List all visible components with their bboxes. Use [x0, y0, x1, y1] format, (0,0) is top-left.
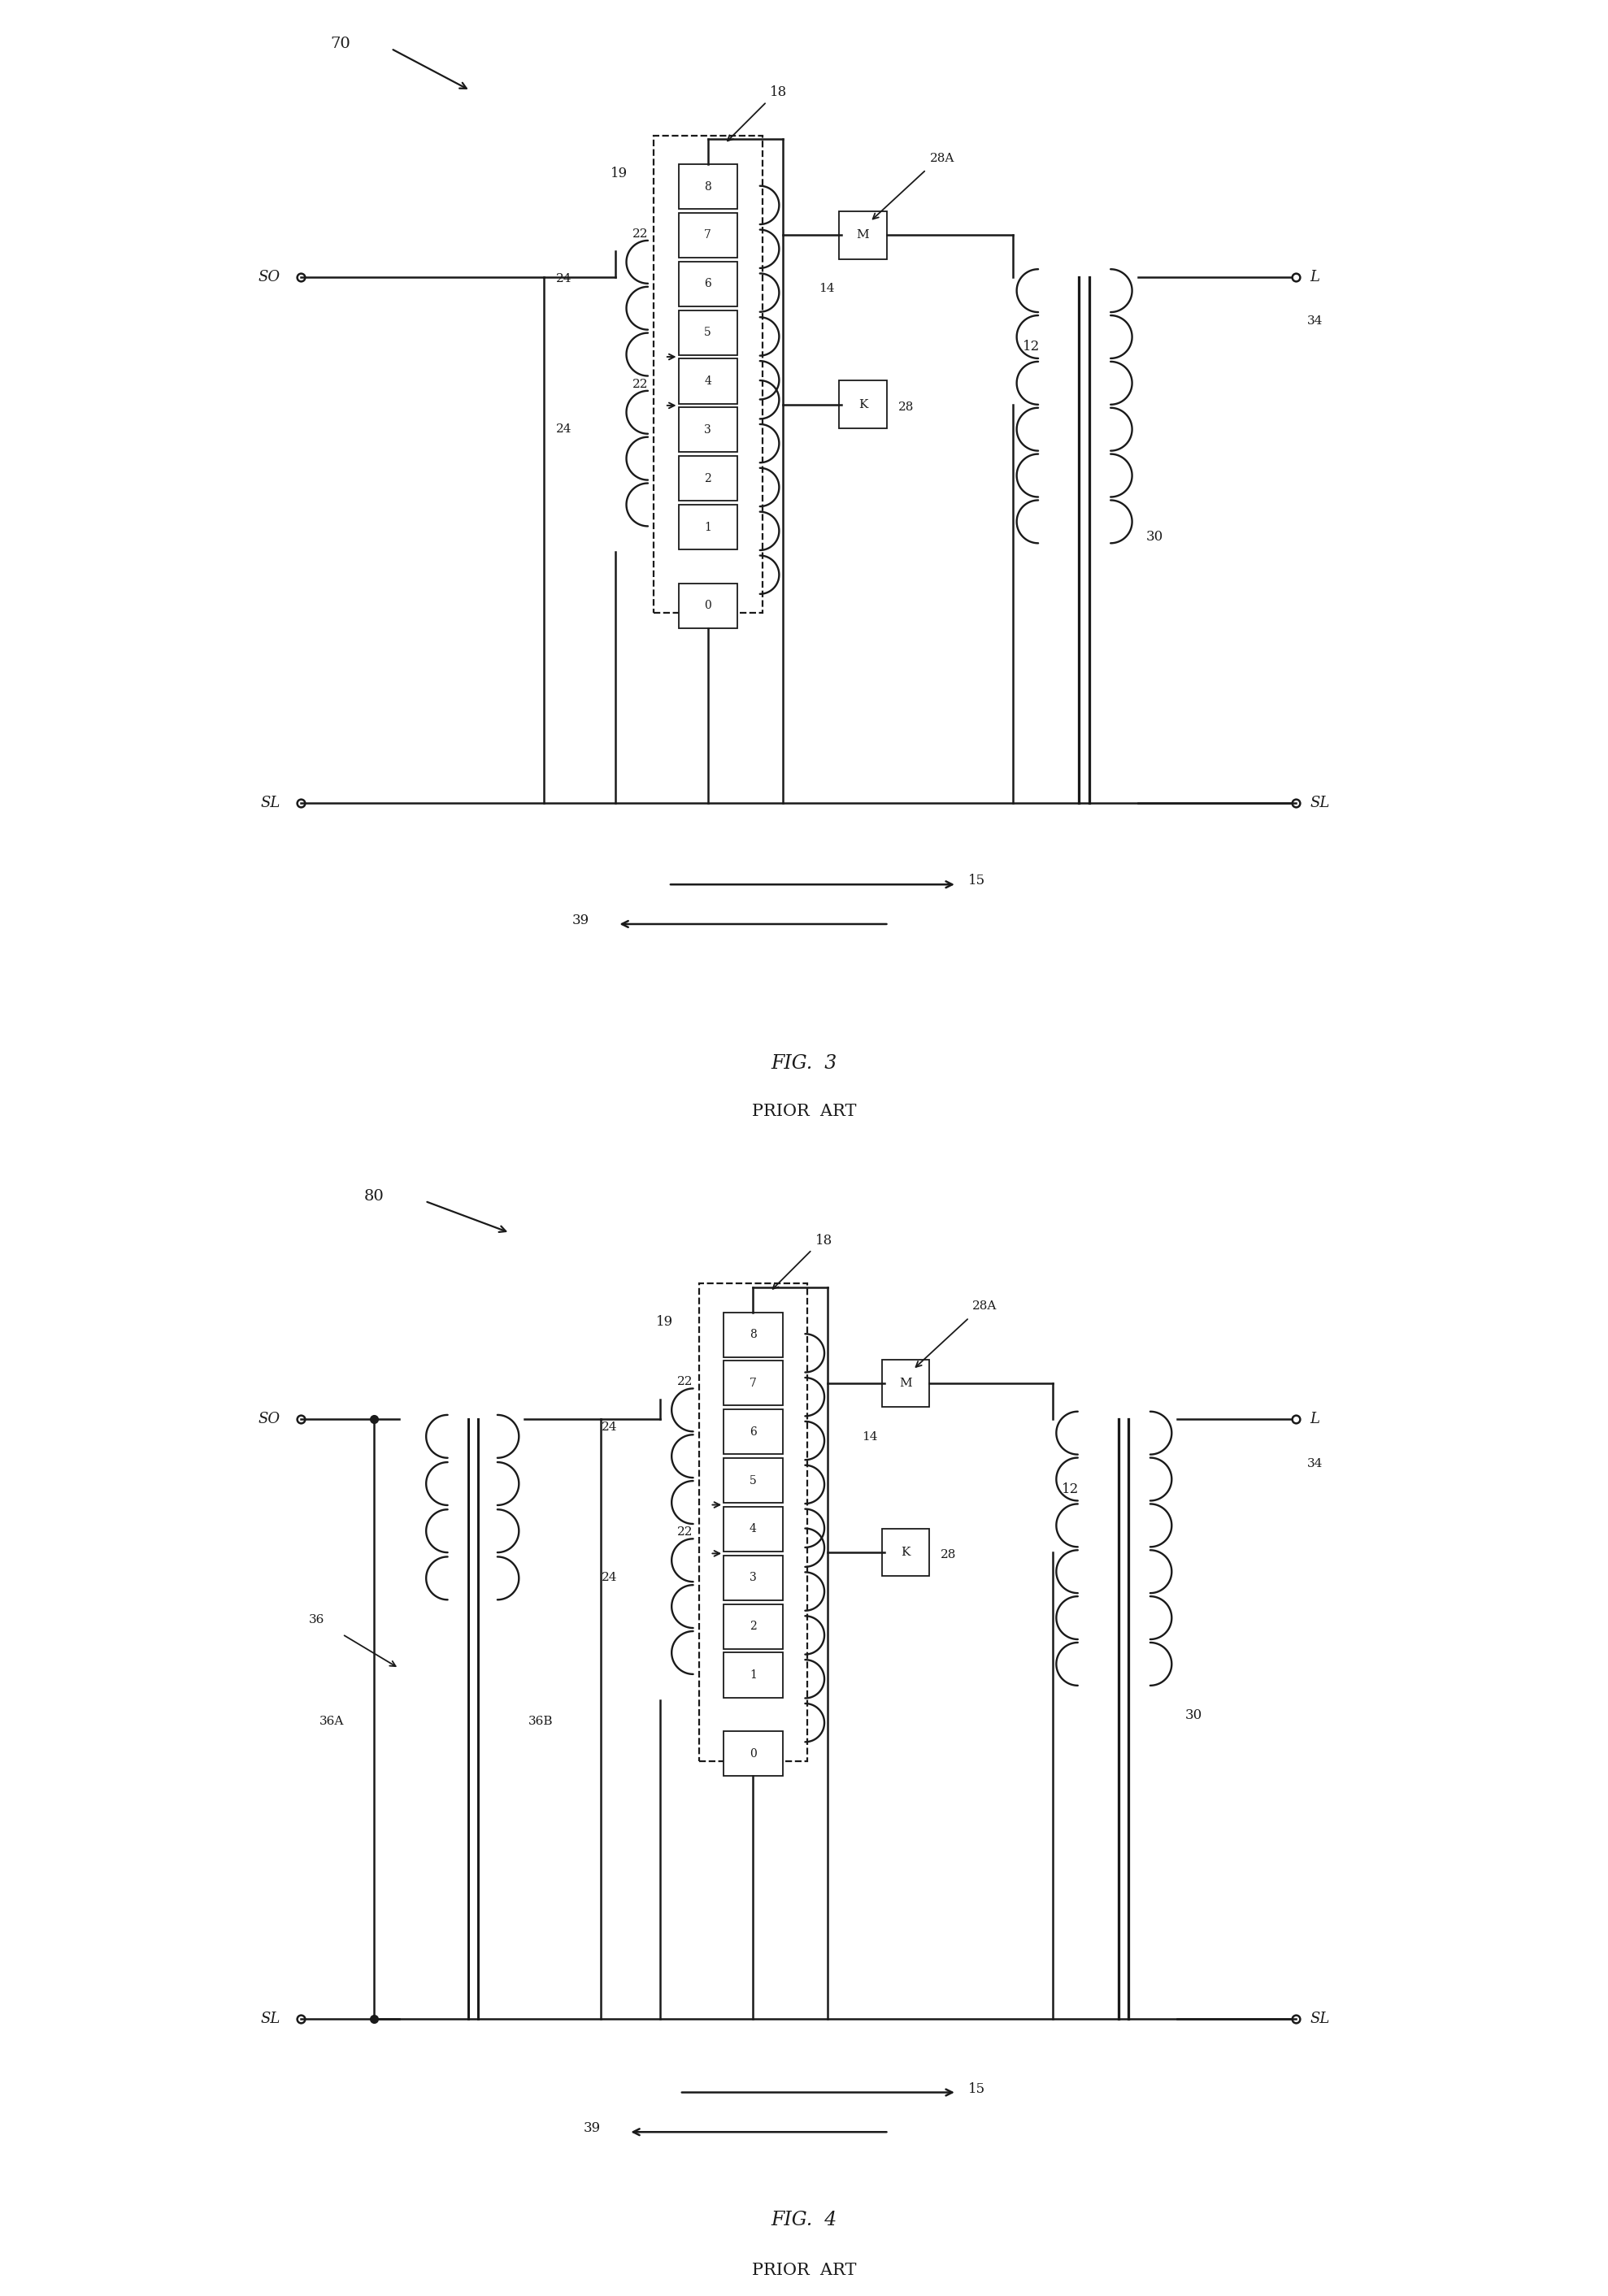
Text: 4: 4 [704, 377, 711, 386]
Text: 22: 22 [632, 379, 648, 390]
Text: 7: 7 [704, 230, 711, 241]
Text: 28: 28 [897, 402, 913, 413]
FancyBboxPatch shape [724, 1458, 783, 1504]
Text: 18: 18 [815, 1233, 833, 1247]
Text: K: K [859, 400, 867, 411]
Text: 22: 22 [632, 227, 648, 239]
Text: 24: 24 [556, 425, 572, 434]
Text: L: L [1309, 271, 1320, 285]
FancyBboxPatch shape [679, 358, 736, 404]
Text: 3: 3 [749, 1573, 757, 1584]
Text: 7: 7 [749, 1378, 757, 1389]
Text: 19: 19 [656, 1316, 674, 1329]
Text: SO: SO [259, 271, 280, 285]
Text: 2: 2 [704, 473, 711, 484]
Text: 39: 39 [584, 2122, 600, 2135]
FancyBboxPatch shape [724, 1362, 783, 1405]
Text: 3: 3 [704, 425, 711, 436]
Text: 14: 14 [818, 282, 835, 294]
Text: SL: SL [260, 2011, 280, 2025]
Text: 19: 19 [611, 168, 627, 181]
Text: PRIOR  ART: PRIOR ART [753, 2262, 855, 2278]
FancyBboxPatch shape [724, 1506, 783, 1552]
FancyBboxPatch shape [883, 1359, 929, 1407]
Text: 8: 8 [704, 181, 711, 193]
FancyBboxPatch shape [679, 406, 736, 452]
Text: SL: SL [1309, 2011, 1330, 2025]
Text: 22: 22 [677, 1527, 693, 1538]
FancyBboxPatch shape [724, 1605, 783, 1649]
Text: 28A: 28A [929, 154, 954, 165]
FancyBboxPatch shape [679, 310, 736, 356]
Text: L: L [1309, 1412, 1320, 1426]
Text: 0: 0 [749, 1747, 757, 1759]
Text: FIG.  4: FIG. 4 [770, 2211, 838, 2229]
Text: K: K [900, 1548, 910, 1559]
Text: FIG.  3: FIG. 3 [770, 1054, 838, 1072]
FancyBboxPatch shape [724, 1653, 783, 1697]
Text: 14: 14 [862, 1430, 878, 1442]
Text: 36: 36 [309, 1614, 325, 1626]
Text: 30: 30 [1185, 1708, 1203, 1722]
FancyBboxPatch shape [679, 262, 736, 305]
Text: 36B: 36B [527, 1715, 553, 1727]
Text: 70: 70 [330, 37, 351, 51]
Text: SL: SL [1309, 797, 1330, 810]
Text: PRIOR  ART: PRIOR ART [753, 1104, 855, 1120]
Text: 36A: 36A [320, 1715, 344, 1727]
Text: 24: 24 [556, 273, 572, 285]
FancyBboxPatch shape [724, 1410, 783, 1453]
FancyBboxPatch shape [724, 1313, 783, 1357]
Text: 18: 18 [770, 85, 788, 99]
Text: 6: 6 [704, 278, 711, 289]
Text: SO: SO [259, 1412, 280, 1426]
Text: 34: 34 [1307, 315, 1323, 326]
Text: 2: 2 [749, 1621, 757, 1632]
FancyBboxPatch shape [679, 214, 736, 257]
FancyBboxPatch shape [679, 583, 736, 629]
Text: 12: 12 [1061, 1483, 1079, 1497]
Text: 24: 24 [601, 1573, 617, 1582]
FancyBboxPatch shape [839, 211, 886, 259]
Text: 30: 30 [1145, 530, 1163, 544]
Text: 12: 12 [1023, 340, 1040, 354]
Text: M: M [899, 1378, 912, 1389]
FancyBboxPatch shape [679, 505, 736, 549]
FancyBboxPatch shape [679, 457, 736, 501]
FancyBboxPatch shape [679, 165, 736, 209]
Text: 15: 15 [968, 2082, 986, 2096]
Text: 24: 24 [601, 1421, 617, 1433]
Text: 5: 5 [704, 326, 711, 338]
Text: 1: 1 [704, 521, 711, 533]
Text: 0: 0 [704, 599, 711, 611]
Text: 1: 1 [749, 1669, 757, 1681]
FancyBboxPatch shape [839, 381, 886, 429]
Text: 8: 8 [749, 1329, 757, 1341]
Text: 28A: 28A [973, 1302, 997, 1311]
Text: 39: 39 [572, 914, 589, 928]
Text: 80: 80 [363, 1189, 384, 1203]
Text: 5: 5 [749, 1474, 757, 1486]
FancyBboxPatch shape [883, 1529, 929, 1577]
Text: 22: 22 [677, 1375, 693, 1387]
Text: SL: SL [260, 797, 280, 810]
Text: 34: 34 [1307, 1458, 1323, 1469]
Text: 4: 4 [749, 1525, 757, 1534]
Text: M: M [857, 230, 870, 241]
Text: 6: 6 [749, 1426, 757, 1437]
Text: 28: 28 [941, 1550, 957, 1561]
FancyBboxPatch shape [724, 1554, 783, 1600]
Text: 15: 15 [968, 875, 986, 889]
FancyBboxPatch shape [724, 1731, 783, 1777]
